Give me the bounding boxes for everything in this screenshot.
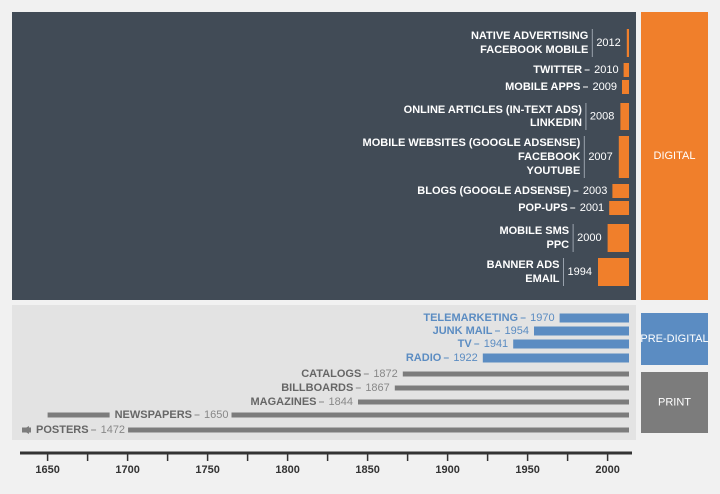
- item-label: YOUTUBE: [527, 165, 581, 177]
- bar: [623, 63, 629, 77]
- bar: [618, 136, 629, 178]
- year-label: 1941: [484, 338, 508, 350]
- bar: [620, 103, 629, 130]
- bar: [402, 371, 629, 377]
- group-label: PRE-DIGITAL: [640, 333, 708, 345]
- year-label: 2007: [588, 151, 612, 163]
- x-tick-label: 2000: [595, 464, 619, 476]
- bar: [482, 353, 629, 363]
- bar: [559, 313, 629, 323]
- item-label: CATALOGS: [301, 368, 361, 380]
- year-label: 1650: [204, 409, 228, 421]
- year-label: 2010: [594, 64, 618, 76]
- group-label: PRINT: [658, 396, 691, 408]
- item-label: FACEBOOK: [518, 151, 580, 163]
- bar: [394, 385, 629, 391]
- year-label: 2008: [590, 110, 614, 122]
- bar: [612, 184, 629, 198]
- year-label: 1867: [365, 382, 389, 394]
- item-label: JUNK MAIL: [433, 325, 493, 337]
- label-gap: [31, 424, 129, 436]
- year-label: 2003: [583, 185, 607, 197]
- posters-arrow: [22, 426, 29, 434]
- bar: [622, 80, 629, 94]
- year-label: 1994: [568, 266, 592, 278]
- bar: [607, 224, 629, 252]
- item-label: NATIVE ADVERTISING: [471, 30, 588, 42]
- item-label: BANNER ADS: [487, 259, 560, 271]
- item-label: LINKEDIN: [530, 117, 582, 129]
- item-label: MOBILE WEBSITES (GOOGLE ADSENSE): [363, 137, 581, 149]
- digital-panel: [12, 12, 636, 300]
- item-label: BILLBOARDS: [281, 382, 353, 394]
- bar: [358, 399, 629, 405]
- x-tick-label: 1850: [355, 464, 379, 476]
- item-label: TELEMARKETING: [423, 312, 518, 324]
- bar: [534, 326, 629, 336]
- item-label: TV: [458, 338, 473, 350]
- year-label: 1872: [373, 368, 397, 380]
- x-tick-label: 1700: [115, 464, 139, 476]
- bar: [47, 412, 630, 418]
- item-label: NEWSPAPERS: [115, 409, 192, 421]
- group-box: [641, 313, 708, 365]
- year-label: 1970: [530, 312, 554, 324]
- year-label: 2000: [577, 232, 601, 244]
- year-label: 1922: [453, 352, 477, 364]
- x-tick-label: 1750: [195, 464, 219, 476]
- x-tick-label: 1900: [435, 464, 459, 476]
- bar: [609, 201, 629, 215]
- year-label: 2009: [593, 81, 617, 93]
- x-tick-label: 1650: [35, 464, 59, 476]
- item-label: MAGAZINES: [251, 396, 317, 408]
- year-label: 2001: [580, 202, 604, 214]
- year-label: 2012: [596, 37, 620, 49]
- bar: [22, 427, 630, 433]
- item-label: FACEBOOK MOBILE: [480, 44, 588, 56]
- group-box: [641, 12, 708, 300]
- bar: [513, 339, 629, 349]
- item-label: TWITTER: [533, 64, 582, 76]
- item-label: ONLINE ARTICLES (IN-TEXT ADS): [404, 104, 583, 116]
- x-tick-label: 1800: [275, 464, 299, 476]
- item-label: RADIO: [406, 352, 442, 364]
- item-label: POP-UPS: [518, 202, 568, 214]
- year-label: 1954: [505, 325, 529, 337]
- bar: [626, 29, 629, 57]
- group-label: DIGITAL: [654, 150, 696, 162]
- plot-area: [22, 29, 630, 433]
- item-label: BLOGS (GOOGLE ADSENSE): [417, 185, 571, 197]
- item-label: MOBILE SMS: [499, 225, 569, 237]
- bar: [598, 258, 629, 286]
- item-label: EMAIL: [525, 273, 560, 285]
- group-box: [641, 372, 708, 433]
- item-label: POSTERS: [36, 424, 89, 436]
- year-label: 1472: [101, 424, 125, 436]
- x-tick-label: 1950: [515, 464, 539, 476]
- label-gap: [109, 409, 232, 421]
- item-label: MOBILE APPS: [505, 81, 580, 93]
- year-label: 1844: [329, 396, 353, 408]
- item-label: PPC: [546, 239, 569, 251]
